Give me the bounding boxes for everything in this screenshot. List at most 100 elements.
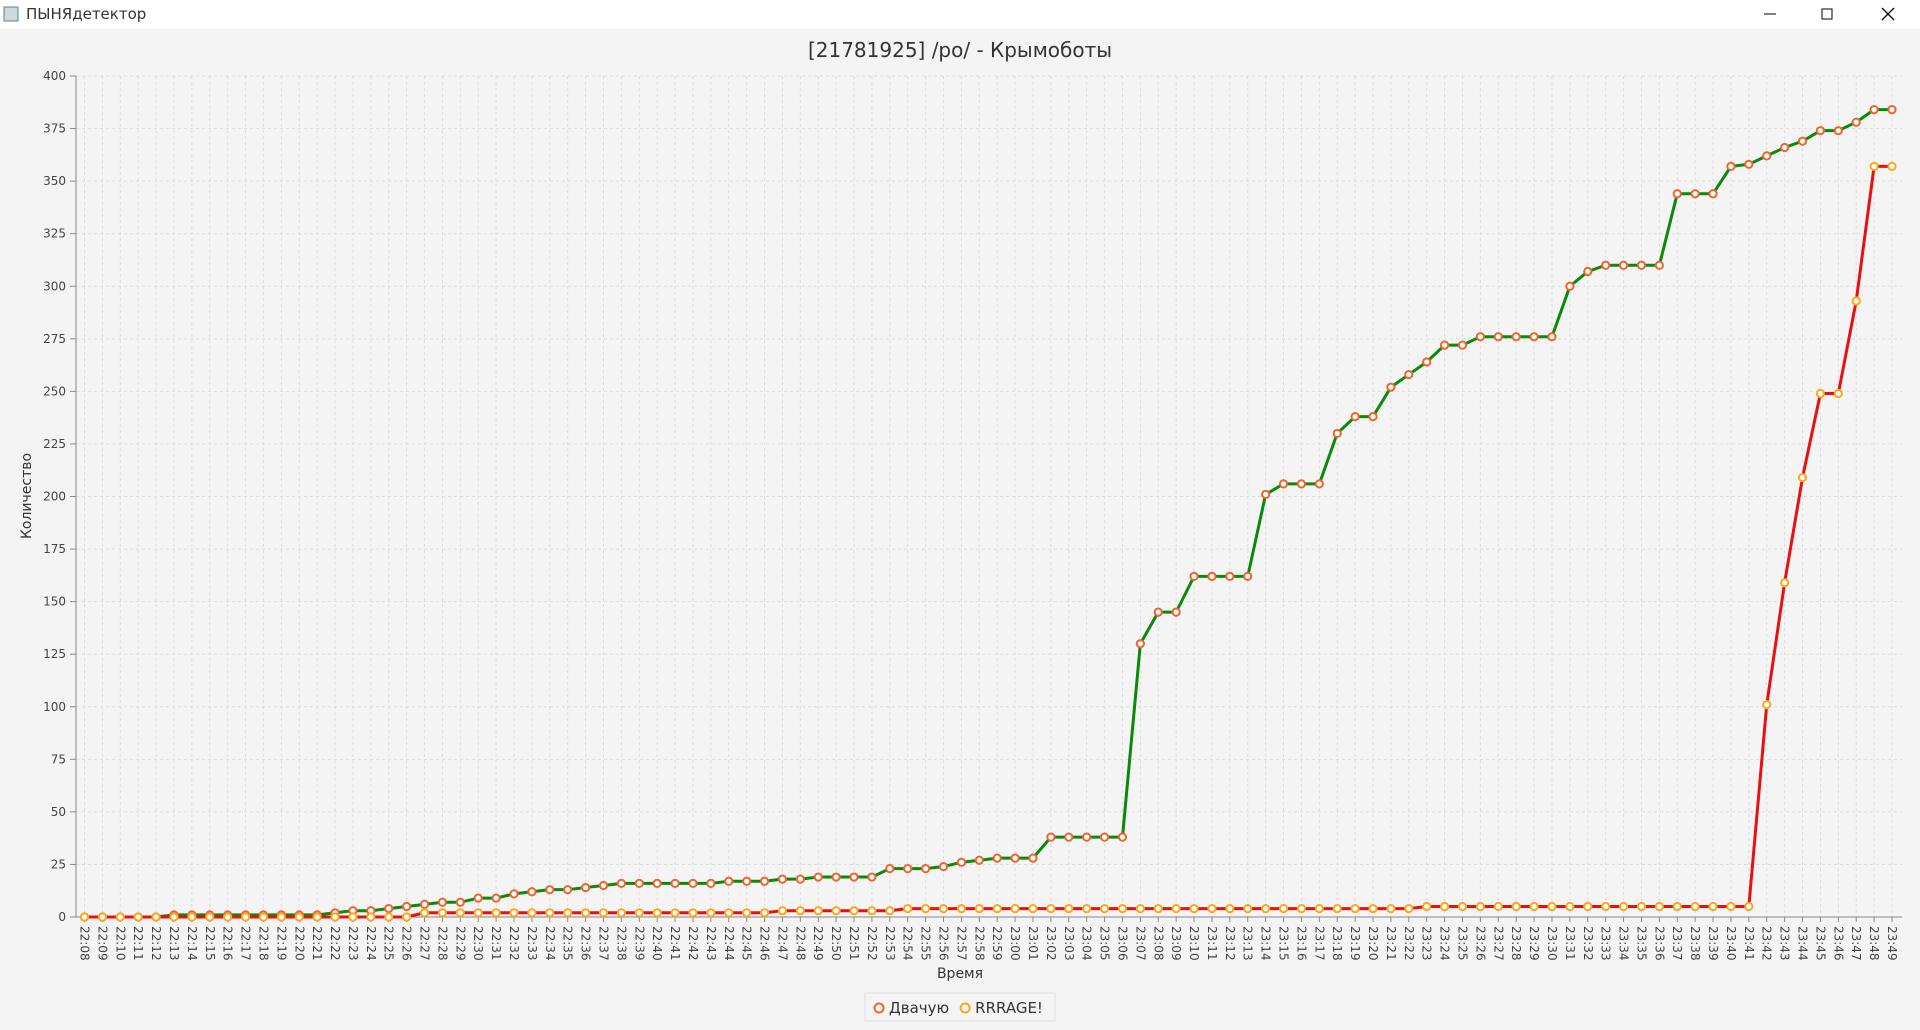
data-point bbox=[1386, 382, 1396, 392]
x-tick-label: 23:21 bbox=[1384, 926, 1398, 961]
data-point bbox=[1422, 901, 1432, 912]
data-point bbox=[437, 908, 448, 918]
data-point bbox=[849, 906, 859, 916]
data-point bbox=[616, 878, 626, 888]
x-axis-label: Время bbox=[937, 966, 983, 982]
data-point bbox=[652, 908, 662, 918]
data-point bbox=[1618, 260, 1629, 270]
data-point bbox=[759, 908, 770, 918]
y-tick-label: 150 bbox=[43, 595, 66, 609]
y-tick-label: 225 bbox=[43, 437, 66, 451]
data-point bbox=[1780, 142, 1790, 153]
x-tick-label: 23:03 bbox=[1062, 926, 1076, 961]
data-point bbox=[1099, 903, 1110, 914]
data-point bbox=[867, 872, 877, 882]
x-tick-label: 22:14 bbox=[185, 926, 199, 961]
y-tick-label: 375 bbox=[43, 122, 66, 136]
data-point bbox=[634, 908, 644, 918]
data-point bbox=[1815, 126, 1826, 136]
data-point bbox=[1475, 332, 1485, 342]
x-tick-label: 23:44 bbox=[1796, 926, 1810, 961]
data-point bbox=[777, 874, 788, 884]
data-point bbox=[1117, 832, 1128, 842]
x-tick-label: 23:26 bbox=[1473, 926, 1487, 961]
data-point bbox=[1153, 607, 1163, 617]
data-point bbox=[1887, 161, 1897, 172]
data-point bbox=[1296, 903, 1307, 914]
x-tick-label: 23:02 bbox=[1044, 926, 1058, 961]
data-point bbox=[974, 855, 984, 865]
data-point bbox=[1368, 903, 1378, 914]
x-tick-label: 23:27 bbox=[1491, 926, 1505, 961]
x-tick-label: 22:12 bbox=[149, 926, 163, 961]
data-point bbox=[688, 908, 698, 918]
data-point bbox=[1064, 903, 1074, 914]
data-point bbox=[1726, 161, 1736, 172]
data-point bbox=[1135, 639, 1145, 649]
data-point bbox=[1565, 281, 1575, 291]
x-tick-label: 23:07 bbox=[1133, 926, 1147, 961]
y-tick-label: 250 bbox=[43, 384, 66, 398]
x-tick-label: 22:19 bbox=[274, 926, 288, 961]
data-point bbox=[1636, 260, 1647, 270]
data-point bbox=[1601, 901, 1611, 912]
data-point bbox=[402, 901, 412, 912]
data-point bbox=[294, 912, 304, 922]
x-tick-label: 22:43 bbox=[704, 926, 718, 961]
x-tick-label: 22:38 bbox=[614, 926, 628, 961]
x-tick-label: 23:43 bbox=[1778, 926, 1792, 961]
data-point bbox=[1529, 332, 1539, 342]
data-point bbox=[1225, 903, 1235, 914]
legend-marker bbox=[873, 1002, 885, 1014]
data-point bbox=[598, 880, 609, 891]
data-point bbox=[670, 908, 680, 918]
x-tick-label: 23:23 bbox=[1420, 926, 1434, 961]
data-point bbox=[992, 853, 1002, 863]
data-point bbox=[491, 893, 501, 903]
x-tick-label: 22:51 bbox=[847, 926, 861, 961]
data-point bbox=[1565, 901, 1575, 912]
x-tick-label: 22:15 bbox=[203, 926, 217, 961]
x-tick-label: 22:57 bbox=[954, 926, 968, 961]
data-point bbox=[1833, 388, 1843, 399]
data-point bbox=[1350, 903, 1360, 914]
x-tick-label: 23:10 bbox=[1187, 926, 1201, 961]
data-point bbox=[1117, 903, 1128, 914]
legend-item: Двачую bbox=[873, 999, 949, 1017]
x-tick-label: 23:18 bbox=[1330, 926, 1344, 961]
data-point bbox=[1583, 901, 1593, 912]
x-tick-label: 22:56 bbox=[937, 926, 951, 961]
data-point bbox=[1583, 266, 1593, 277]
data-point bbox=[1278, 479, 1289, 489]
x-tick-label: 23:22 bbox=[1402, 926, 1416, 961]
x-tick-label: 22:18 bbox=[256, 926, 270, 961]
data-point bbox=[115, 912, 125, 922]
y-tick-label: 200 bbox=[43, 490, 66, 504]
data-point bbox=[1708, 189, 1718, 199]
data-point bbox=[563, 885, 573, 895]
window-title: ПЫНЯдетектор bbox=[26, 5, 146, 23]
app-icon bbox=[3, 6, 19, 22]
maximize-button[interactable] bbox=[1821, 8, 1833, 20]
x-tick-label: 23:00 bbox=[1008, 926, 1022, 961]
data-point bbox=[240, 912, 251, 922]
x-tick-label: 22:11 bbox=[131, 926, 145, 961]
x-tick-label: 22:28 bbox=[435, 926, 449, 961]
x-tick-label: 22:22 bbox=[328, 926, 342, 961]
data-point bbox=[1350, 412, 1360, 422]
x-tick-label: 22:35 bbox=[561, 926, 575, 961]
x-tick-label: 23:45 bbox=[1813, 926, 1827, 961]
data-point bbox=[1475, 901, 1485, 912]
data-point bbox=[1744, 159, 1754, 169]
data-point bbox=[956, 903, 967, 914]
x-tick-label: 23:48 bbox=[1867, 926, 1881, 961]
data-point bbox=[1243, 571, 1253, 581]
data-point bbox=[867, 906, 877, 916]
data-point bbox=[509, 889, 519, 899]
data-point bbox=[1278, 903, 1289, 914]
data-point bbox=[1869, 105, 1879, 115]
data-point bbox=[1797, 472, 1808, 483]
x-tick-label: 23:06 bbox=[1115, 926, 1129, 961]
close-button[interactable] bbox=[1881, 7, 1895, 21]
data-point bbox=[795, 906, 805, 916]
